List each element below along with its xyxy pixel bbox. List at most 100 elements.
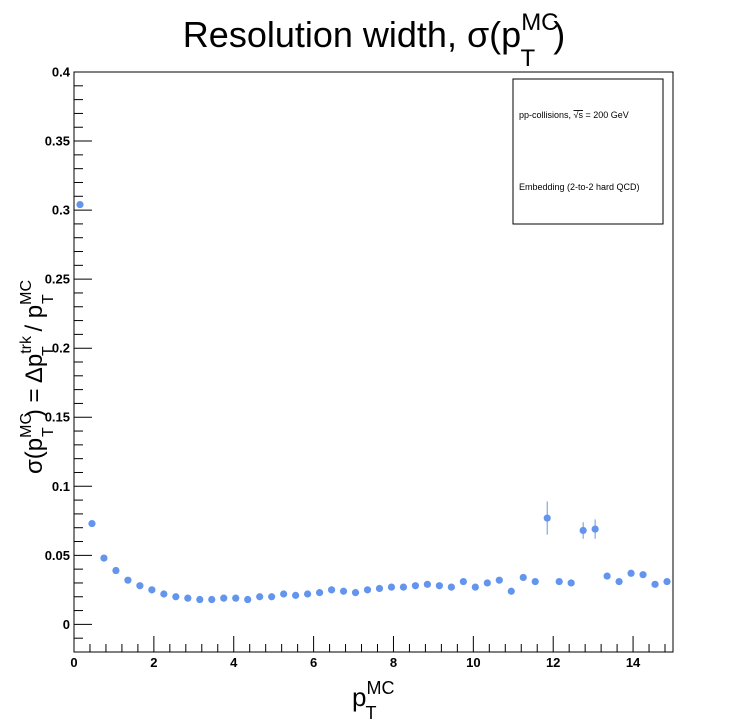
data-point (627, 569, 635, 577)
data-point (124, 576, 132, 584)
axis-tick-labels: 0 2 4 6 8 10 12 14 0 0.05 0.1 0.15 0.2 0.25 0.3 0.35 0.4 (45, 65, 641, 671)
x-tick-label: 14 (626, 655, 641, 670)
y-tick-label: 0.15 (45, 410, 70, 425)
legend-line-1-pre: pp-collisions, (519, 110, 574, 120)
data-marker (531, 577, 539, 586)
chart-title-sup: MC (521, 9, 558, 36)
data-marker (76, 200, 84, 209)
data-point (471, 583, 479, 591)
data-marker (519, 573, 527, 582)
data-marker (351, 589, 360, 597)
data-point (280, 590, 288, 598)
data-point (184, 594, 192, 602)
x-tick-label: 0 (70, 655, 77, 670)
data-point (339, 587, 348, 595)
data-marker (471, 583, 479, 591)
legend-line-1-sqrt: √s (574, 110, 584, 120)
data-point (435, 582, 443, 590)
y-tick-label: 0 (63, 617, 70, 632)
data-point (208, 595, 216, 604)
x-tick-label: 12 (546, 655, 560, 670)
y-tick-label: 0.25 (45, 272, 70, 287)
data-marker (663, 577, 671, 586)
data-marker (208, 595, 216, 604)
y-axis-title-sub-3: T (40, 294, 57, 304)
data-point (651, 580, 659, 588)
y-axis-title: σ(pMC T) = Δptrk T / pMC T (18, 280, 57, 474)
data-marker (148, 586, 156, 594)
y-tick-label: 0.1 (52, 479, 70, 494)
data-point (663, 577, 671, 586)
data-marker (280, 590, 288, 598)
data-marker (292, 591, 300, 599)
data-point (100, 554, 108, 562)
data-point (351, 589, 360, 597)
x-tick-label: 4 (230, 655, 238, 670)
x-tick-label: 6 (310, 655, 317, 670)
data-marker (543, 514, 551, 522)
data-marker (184, 594, 192, 602)
data-marker (411, 582, 420, 590)
data-marker (172, 593, 180, 601)
data-marker (435, 582, 443, 590)
y-axis-title-part-1: σ(p (21, 438, 48, 474)
data-point (603, 572, 611, 580)
data-point (639, 571, 647, 579)
chart-title-main: Resolution width, σ(p (183, 14, 521, 55)
data-marker (651, 580, 659, 588)
data-marker (483, 579, 491, 587)
data-marker (315, 589, 324, 597)
data-point (268, 593, 276, 601)
data-marker (375, 584, 384, 593)
data-point (148, 586, 156, 594)
y-axis-title-sup-1: MC (18, 413, 35, 438)
data-marker (447, 583, 455, 591)
data-marker (268, 593, 276, 601)
legend-line-2: Embedding (2-to-2 hard QCD) (519, 182, 640, 192)
data-marker (124, 576, 132, 584)
x-axis-title: pMC T (352, 678, 394, 723)
data-point (375, 584, 384, 593)
data-marker (615, 577, 623, 586)
y-tick-label: 0.2 (52, 341, 70, 356)
data-marker (627, 569, 635, 577)
data-point (519, 573, 527, 582)
chart-title-close: ) (553, 14, 565, 55)
data-marker (399, 583, 408, 591)
data-point (555, 577, 563, 586)
x-axis-title-sup: MC (366, 678, 394, 698)
legend-line-1: pp-collisions, √s = 200 GeV (519, 110, 629, 120)
data-point (615, 577, 623, 586)
data-marker (579, 526, 587, 535)
data-point (220, 594, 228, 602)
data-point (399, 583, 408, 591)
data-marker (256, 593, 264, 601)
data-point (483, 579, 491, 587)
legend: pp-collisions, √s = 200 GeV Embedding (2… (512, 78, 664, 225)
data-point (507, 587, 515, 595)
data-marker (567, 579, 575, 587)
data-point (292, 591, 300, 599)
data-marker (232, 594, 240, 602)
data-markers (76, 200, 671, 604)
data-marker (88, 519, 96, 528)
x-tick-label: 8 (390, 655, 397, 670)
y-tick-label: 0.3 (52, 203, 70, 218)
data-marker (459, 577, 467, 586)
data-marker (507, 587, 515, 595)
data-point (136, 582, 144, 590)
y-axis-title-sup-3: MC (18, 280, 35, 305)
y-axis-title-sub-1: T (40, 427, 57, 437)
data-point (459, 577, 467, 586)
data-point (495, 576, 503, 584)
y-tick-label: 0.05 (45, 548, 70, 563)
y-axis-title-sup-2: trk (18, 335, 35, 354)
data-point (76, 200, 84, 209)
data-marker (112, 566, 120, 575)
data-marker (304, 590, 312, 598)
data-point (387, 583, 396, 591)
data-point (591, 519, 599, 539)
y-axis-title-part-2: ) = Δp (21, 354, 48, 417)
data-marker (495, 576, 503, 584)
